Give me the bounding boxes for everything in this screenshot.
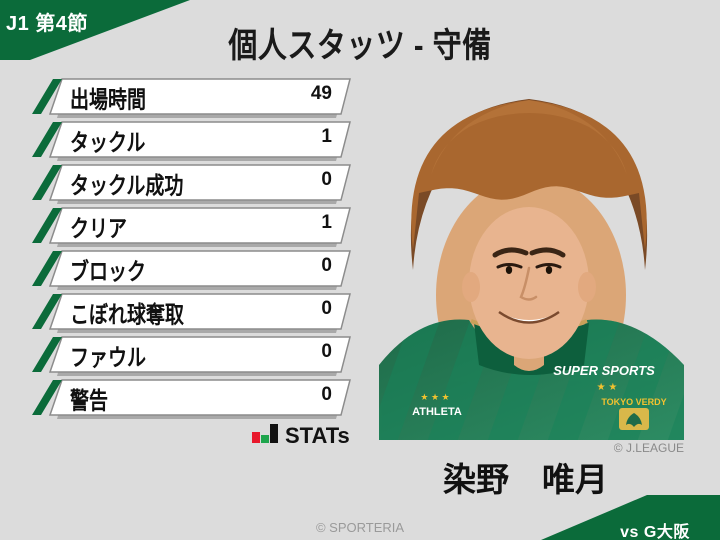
svg-text:STATs: STATs (285, 423, 350, 448)
svg-text:ATHLETA: ATHLETA (412, 406, 462, 418)
svg-text:SUPER SPORTS: SUPER SPORTS (553, 363, 655, 378)
svg-text:★ ★ ★: ★ ★ ★ (420, 392, 449, 402)
svg-text:★ ★: ★ ★ (597, 382, 618, 393)
svg-text:TOKYO VERDY: TOKYO VERDY (601, 397, 666, 407)
